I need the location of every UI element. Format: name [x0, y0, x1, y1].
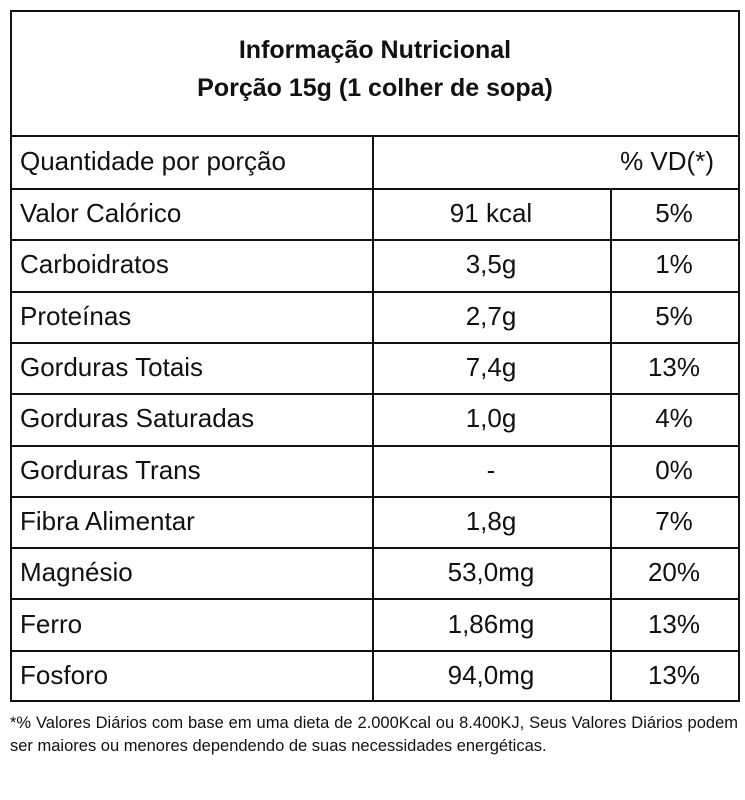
daily-value: 1%	[655, 249, 693, 280]
divider	[12, 649, 738, 652]
daily-value: 4%	[655, 403, 693, 434]
nutrient: Magnésio	[20, 557, 133, 588]
amount: 53,0mg	[447, 557, 535, 588]
amount: 7,4g	[465, 352, 517, 383]
daily-value: 13%	[647, 659, 701, 690]
divider	[12, 135, 738, 137]
header-cell: Quantidade por porção	[20, 146, 286, 176]
amount: 1,86mg	[447, 608, 535, 639]
nutrition-table: Informação Nutricional Porção 15g (1 col…	[10, 10, 740, 702]
divider	[12, 341, 738, 344]
daily-value: 7%	[655, 505, 693, 536]
divider	[12, 444, 738, 447]
nutrient: Proteínas	[20, 300, 132, 331]
divider	[610, 188, 612, 700]
daily-value: 20%	[647, 557, 701, 588]
daily-value: 5%	[655, 300, 693, 331]
amount: 2,7g	[465, 300, 517, 331]
daily-value: 13%	[647, 352, 701, 383]
daily-value: 0%	[655, 454, 693, 485]
divider	[12, 290, 738, 293]
divider	[12, 495, 738, 498]
daily-value: 13%	[647, 608, 701, 639]
divider	[372, 135, 374, 700]
amount: 3,5g	[465, 249, 517, 280]
amount: -	[486, 454, 496, 485]
amount: 91 kcal	[449, 198, 533, 229]
nutrient: Valor Calórico	[20, 198, 182, 229]
nutrient: Ferro	[20, 608, 83, 639]
header-cell: % VD(*)	[620, 146, 714, 176]
divider	[12, 598, 738, 601]
amount: 1,0g	[465, 403, 517, 434]
nutrient: Fibra Alimentar	[20, 505, 195, 536]
nutrient: Fosforo	[20, 659, 109, 690]
divider	[12, 547, 738, 550]
subtitle: Porção 15g (1 colher de sopa)	[197, 74, 553, 102]
amount: 1,8g	[465, 505, 517, 536]
nutrient: Gorduras Totais	[20, 352, 204, 383]
amount: 94,0mg	[447, 659, 535, 690]
divider	[12, 239, 738, 242]
daily-value: 5%	[655, 198, 693, 229]
footnote: *% Valores Diários com base em uma dieta…	[10, 714, 738, 755]
nutrient: Carboidratos	[20, 249, 169, 280]
nutrient: Gorduras Saturadas	[20, 403, 255, 434]
divider	[12, 188, 738, 190]
nutrient: Gorduras Trans	[20, 454, 201, 485]
title: Informação Nutricional	[238, 36, 512, 64]
divider	[12, 393, 738, 396]
